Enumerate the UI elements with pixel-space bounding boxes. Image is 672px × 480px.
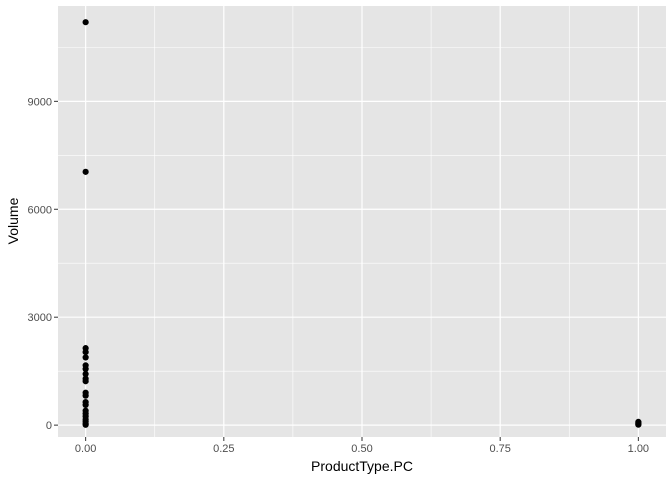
x-axis-ticks: 0.00 0.25 0.50 0.75 1.00 — [75, 437, 649, 455]
data-point — [635, 421, 642, 428]
data-point — [82, 19, 89, 26]
x-tick-label: 0.50 — [351, 443, 372, 455]
x-tick-label: 1.00 — [628, 443, 649, 455]
data-point — [82, 378, 89, 385]
x-tick-label: 0.25 — [213, 443, 234, 455]
data-point — [82, 421, 89, 428]
data-point — [82, 392, 89, 399]
data-point — [82, 365, 89, 373]
data-point — [82, 401, 89, 409]
data-point — [82, 348, 89, 356]
data-point — [82, 168, 89, 175]
data-points — [82, 19, 642, 428]
x-tick-label: 0.00 — [75, 443, 96, 455]
data-point — [82, 370, 89, 378]
y-axis-title: Volume — [5, 197, 21, 244]
x-tick-label: 0.75 — [489, 443, 510, 455]
data-point — [82, 354, 89, 361]
y-tick-label: 6000 — [28, 204, 52, 216]
y-tick-label: 3000 — [28, 312, 52, 324]
y-axis-ticks: 0 3000 6000 9000 — [28, 96, 58, 432]
y-tick-label: 9000 — [28, 96, 52, 108]
y-tick-label: 0 — [46, 420, 52, 432]
x-axis-title: ProductType.PC — [311, 458, 413, 474]
